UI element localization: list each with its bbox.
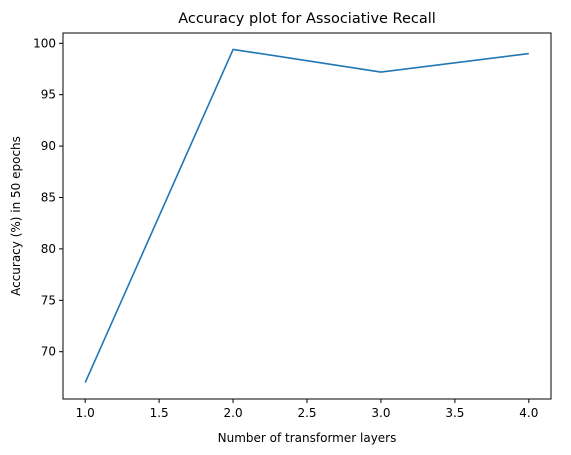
- series-line: [84, 48, 529, 383]
- x-tick-label: 3.0: [371, 406, 390, 420]
- y-tick-label: 100: [33, 36, 56, 50]
- x-tick-label: 2.5: [297, 406, 316, 420]
- x-tick-label: 3.5: [445, 406, 464, 420]
- y-tick-label: 90: [41, 139, 56, 153]
- plot-area-frame: [62, 32, 552, 400]
- y-tick-label: 85: [41, 190, 56, 204]
- y-tick-label: 95: [41, 88, 56, 102]
- y-tick-label: 75: [41, 293, 56, 307]
- y-tick-label: 80: [41, 242, 56, 256]
- x-tick-label: 2.0: [224, 406, 243, 420]
- x-tick-label: 1.0: [76, 406, 95, 420]
- x-axis-ticks: 1.0 1.5 2.0 2.5 3.0 3.5 4.0: [76, 399, 538, 420]
- x-tick-label: 1.5: [150, 406, 169, 420]
- x-tick-label: 4.0: [519, 406, 538, 420]
- x-axis-label: Number of transformer layers: [218, 431, 397, 445]
- chart-title: Accuracy plot for Associative Recall: [178, 11, 436, 27]
- y-tick-label: 70: [41, 345, 56, 359]
- y-axis-ticks: 70 75 80 85 90 95 100: [33, 36, 63, 359]
- y-axis-label: Accuracy (%) in 50 epochs: [9, 136, 23, 296]
